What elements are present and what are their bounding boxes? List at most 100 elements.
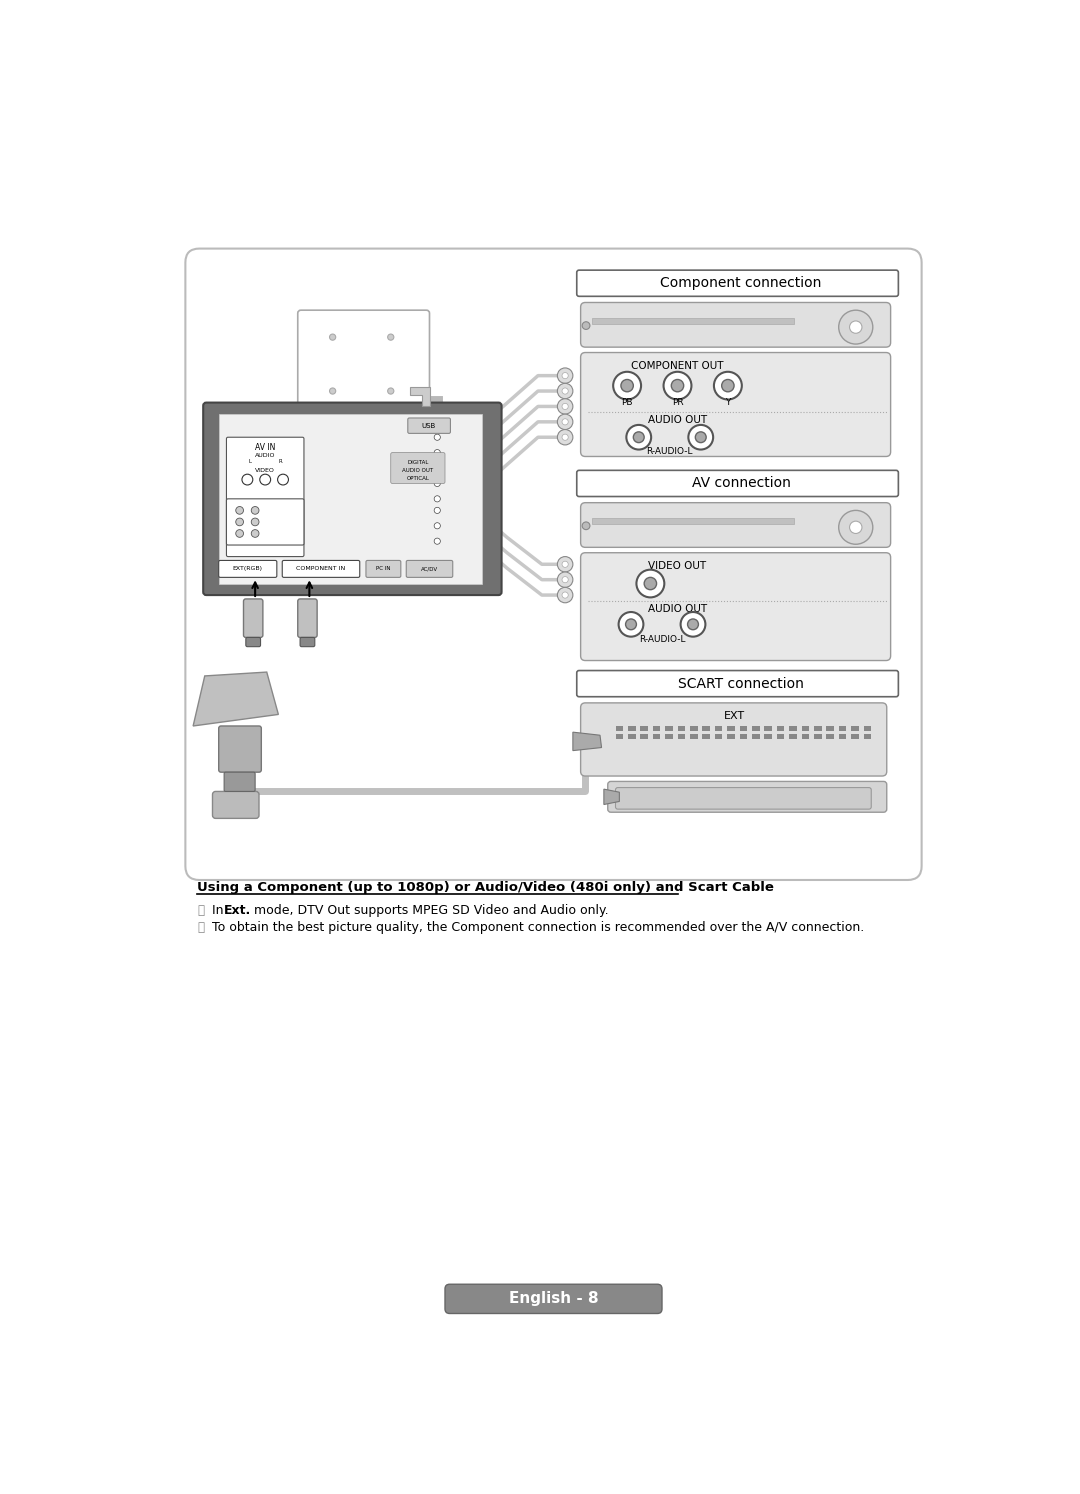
Text: English - 8: English - 8 (509, 1291, 598, 1306)
Circle shape (839, 511, 873, 544)
Circle shape (696, 432, 706, 442)
Circle shape (557, 384, 572, 399)
FancyBboxPatch shape (282, 560, 360, 577)
Bar (777, 734, 784, 740)
Circle shape (562, 592, 568, 598)
FancyBboxPatch shape (243, 599, 262, 638)
FancyBboxPatch shape (577, 671, 899, 696)
Circle shape (242, 474, 253, 486)
Bar (652, 734, 661, 740)
Bar (801, 734, 809, 740)
Bar (715, 734, 723, 740)
Circle shape (430, 430, 445, 445)
Circle shape (557, 587, 572, 602)
Bar (814, 734, 822, 740)
Text: To obtain the best picture quality, the Component connection is recommended over: To obtain the best picture quality, the … (213, 922, 865, 934)
FancyBboxPatch shape (581, 702, 887, 775)
Circle shape (434, 538, 441, 544)
Text: AUDIO OUT: AUDIO OUT (648, 415, 707, 426)
Circle shape (260, 474, 271, 486)
Polygon shape (572, 732, 602, 750)
Bar (789, 734, 797, 740)
FancyBboxPatch shape (300, 638, 314, 647)
Bar (627, 726, 636, 732)
Text: OPTICAL: OPTICAL (406, 475, 430, 481)
Circle shape (644, 577, 657, 590)
Text: EXT: EXT (724, 711, 744, 722)
Circle shape (562, 418, 568, 424)
Circle shape (235, 506, 243, 514)
Circle shape (235, 518, 243, 526)
Bar (839, 734, 847, 740)
Circle shape (633, 432, 644, 442)
Text: AC/DV: AC/DV (421, 566, 438, 571)
Circle shape (626, 424, 651, 450)
FancyBboxPatch shape (218, 560, 276, 577)
Text: USB: USB (421, 423, 436, 429)
Bar (789, 726, 797, 732)
Bar (616, 726, 623, 732)
Bar (814, 726, 822, 732)
Circle shape (434, 435, 441, 441)
Circle shape (434, 508, 441, 514)
FancyBboxPatch shape (227, 499, 303, 545)
Text: ⓘ: ⓘ (197, 904, 204, 917)
Text: R-AUDIO-L: R-AUDIO-L (638, 635, 685, 644)
Circle shape (582, 521, 590, 530)
Bar (864, 734, 872, 740)
Circle shape (636, 569, 664, 598)
Text: AV connection: AV connection (691, 477, 791, 490)
Circle shape (434, 450, 441, 456)
Bar (616, 734, 623, 740)
Bar (727, 734, 734, 740)
FancyBboxPatch shape (298, 599, 318, 638)
FancyBboxPatch shape (391, 453, 445, 484)
Bar (740, 726, 747, 732)
Polygon shape (410, 387, 430, 406)
Text: In: In (213, 904, 228, 917)
Polygon shape (193, 672, 279, 726)
Text: ⓘ: ⓘ (197, 922, 204, 934)
Circle shape (252, 506, 259, 514)
Text: DIGITAL: DIGITAL (407, 460, 429, 465)
Bar (218, 414, 482, 584)
FancyBboxPatch shape (213, 792, 259, 819)
Circle shape (613, 372, 642, 399)
FancyBboxPatch shape (577, 471, 899, 496)
Text: AUDIO: AUDIO (255, 453, 275, 459)
Bar (864, 726, 872, 732)
FancyBboxPatch shape (366, 560, 401, 577)
Bar (690, 734, 698, 740)
FancyBboxPatch shape (406, 560, 453, 577)
Bar (801, 726, 809, 732)
Circle shape (680, 613, 705, 636)
Text: COMPONENT OUT: COMPONENT OUT (631, 362, 724, 372)
Circle shape (714, 372, 742, 399)
Bar (851, 726, 859, 732)
Bar (765, 734, 772, 740)
Bar (715, 726, 723, 732)
Text: PC IN: PC IN (376, 566, 390, 571)
Circle shape (388, 335, 394, 341)
FancyBboxPatch shape (227, 438, 303, 557)
Bar (702, 726, 710, 732)
Circle shape (850, 321, 862, 333)
Circle shape (329, 335, 336, 341)
Circle shape (430, 460, 445, 475)
Circle shape (430, 533, 445, 548)
Circle shape (434, 496, 441, 502)
Circle shape (557, 368, 572, 384)
Circle shape (557, 430, 572, 445)
Circle shape (582, 321, 590, 330)
Text: SCART connection: SCART connection (678, 677, 804, 690)
Bar (690, 726, 698, 732)
Text: VIDEO OUT: VIDEO OUT (648, 560, 706, 571)
Text: L: L (248, 459, 252, 465)
Text: R-AUDIO-L: R-AUDIO-L (647, 447, 693, 456)
Bar (677, 726, 685, 732)
Text: PR: PR (672, 397, 684, 406)
Bar (765, 726, 772, 732)
FancyBboxPatch shape (246, 638, 260, 647)
Text: mode, DTV Out supports MPEG SD Video and Audio only.: mode, DTV Out supports MPEG SD Video and… (249, 904, 608, 917)
Bar (677, 734, 685, 740)
